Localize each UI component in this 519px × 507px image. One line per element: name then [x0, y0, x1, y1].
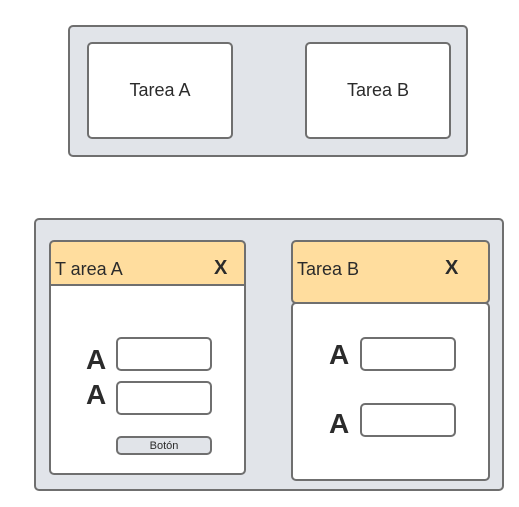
task-card-a-label: Tarea A: [129, 80, 191, 100]
task-b-field-1-input[interactable]: [360, 337, 456, 371]
task-a-close-icon[interactable]: X: [214, 257, 228, 279]
task-b-body: [291, 302, 490, 481]
task-card-b[interactable]: Tarea B: [305, 42, 451, 139]
task-a-title: T area A: [55, 259, 123, 279]
task-a-button[interactable]: Botón: [116, 436, 212, 455]
task-a-body: [49, 284, 246, 475]
task-b-field-2-label: A: [329, 408, 350, 439]
task-card-a[interactable]: Tarea A: [87, 42, 233, 139]
task-b-header: Tarea B X: [291, 240, 490, 304]
task-b-field-1-label: A: [329, 339, 350, 370]
task-b-field-2-input[interactable]: [360, 403, 456, 437]
task-a-field-2-input[interactable]: [116, 381, 212, 415]
task-b-title: Tarea B: [297, 259, 360, 279]
task-a-field-1-label: A: [86, 344, 107, 375]
task-a-button-label: Botón: [149, 439, 179, 452]
task-b-close-icon[interactable]: X: [445, 257, 459, 279]
task-a-field-2-label: A: [86, 379, 107, 410]
task-card-b-label: Tarea B: [346, 80, 410, 100]
task-a-header: T area A X: [49, 240, 246, 286]
task-a-field-1-input[interactable]: [116, 337, 212, 371]
